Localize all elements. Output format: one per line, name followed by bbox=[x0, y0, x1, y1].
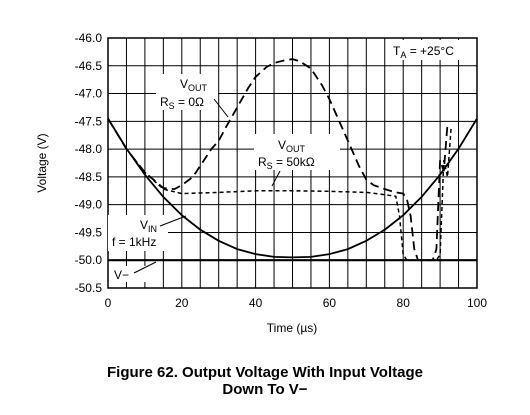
temperature-annotation: TA = +25°C bbox=[386, 40, 472, 60]
y-tick-label: -48.5 bbox=[75, 170, 103, 184]
vin-annotation: VIN f = 1kHz bbox=[108, 215, 187, 251]
svg-text:f = 1kHz: f = 1kHz bbox=[112, 235, 156, 249]
plot-frame bbox=[107, 37, 478, 289]
svg-text:V−: V− bbox=[114, 268, 129, 282]
figure-caption: Figure 62. Output Voltage With Input Vol… bbox=[0, 364, 530, 398]
series-vout-rs50k bbox=[107, 118, 452, 261]
caption-line-1: Figure 62. Output Voltage With Input Vol… bbox=[107, 364, 423, 381]
y-tick-label: -49.5 bbox=[75, 225, 103, 239]
series-vout-rs0 bbox=[107, 58, 449, 262]
y-tick-label: -47.0 bbox=[75, 87, 103, 101]
svg-text:TA = +25°C: TA = +25°C bbox=[393, 44, 454, 60]
vout-rs0-annotation: VOUT RS = 0Ω bbox=[156, 74, 229, 118]
x-tick-labels: 0 20 40 60 80 100 bbox=[105, 296, 488, 310]
x-tick-label: 60 bbox=[323, 296, 337, 310]
series-group bbox=[107, 58, 478, 262]
y-tick-labels: -46.0 -46.5 -47.0 -47.5 -48.0 -48.5 -49.0 -49.5… bbox=[75, 31, 103, 295]
svg-text:RS = 50kΩ: RS = 50kΩ bbox=[258, 155, 315, 171]
y-tick-label: -49.0 bbox=[75, 198, 103, 212]
x-tick-label: 20 bbox=[175, 296, 189, 310]
x-tick-label: 0 bbox=[105, 296, 112, 310]
x-axis-title: Time (µs) bbox=[267, 321, 317, 335]
vout-rs50k-annotation: VOUT RS = 50kΩ bbox=[254, 134, 340, 187]
svg-text:RS = 0Ω: RS = 0Ω bbox=[160, 95, 204, 111]
vminus-annotation: V− bbox=[110, 261, 157, 282]
y-tick-label: -46.5 bbox=[75, 59, 103, 73]
x-tick-label: 80 bbox=[397, 296, 411, 310]
y-tick-label: -48.0 bbox=[75, 142, 103, 156]
y-tick-label: -50.0 bbox=[75, 253, 103, 267]
caption-line-2: Down To V− bbox=[222, 381, 308, 398]
y-tick-label: -50.5 bbox=[75, 281, 103, 295]
chart: -46.0 -46.5 -47.0 -47.5 -48.0 -48.5 -49.0 -49.5… bbox=[35, 31, 488, 335]
y-axis-title: Voltage (V) bbox=[35, 133, 49, 192]
y-tick-label: -47.5 bbox=[75, 114, 103, 128]
series-vin bbox=[107, 118, 478, 259]
x-tick-label: 100 bbox=[467, 296, 487, 310]
x-tick-label: 40 bbox=[249, 296, 263, 310]
y-tick-label: -46.0 bbox=[75, 31, 103, 45]
